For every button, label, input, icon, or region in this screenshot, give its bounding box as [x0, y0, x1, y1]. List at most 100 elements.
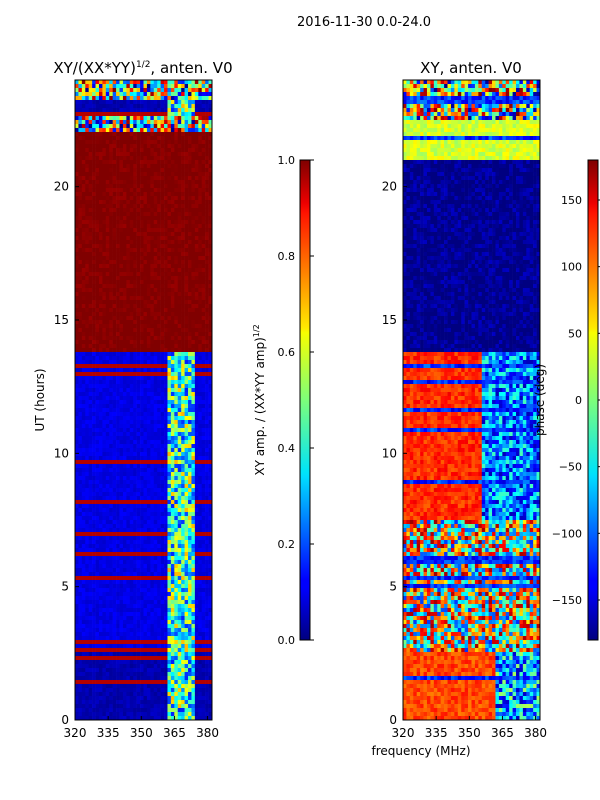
amp-heatmap-cell [109, 384, 113, 389]
amp-heatmap-cell [205, 440, 209, 445]
amp-heatmap-cell [170, 364, 175, 369]
amp-heatmap-cell [126, 540, 131, 545]
amp-heatmap-cell [105, 136, 110, 141]
amp-heatmap-cell [167, 84, 172, 89]
amp-heatmap-cell [167, 124, 172, 129]
amp-heatmap-cell [119, 392, 124, 397]
amp-heatmap-cell [205, 132, 209, 137]
amp-heatmap-cell [153, 192, 158, 197]
amp-heatmap-cell [160, 436, 165, 441]
amp-heatmap-cell [81, 168, 86, 173]
amp-heatmap-cell [167, 536, 172, 541]
amp-heatmap-cell [95, 392, 100, 397]
amp-heatmap-cell [140, 576, 144, 581]
amp-heatmap-cell [116, 536, 120, 541]
amp-heatmap-cell [164, 488, 168, 493]
amp-heatmap-cell [129, 540, 134, 545]
amp-heatmap-cell [109, 488, 113, 493]
amp-heatmap-cell [95, 328, 100, 333]
amp-heatmap-cell [85, 240, 89, 245]
amp-heatmap-cell [201, 416, 206, 421]
amp-heatmap-cell [119, 208, 124, 213]
amp-heatmap-cell [198, 180, 203, 185]
amp-heatmap-cell [153, 576, 158, 581]
amp-heatmap-cell [88, 232, 93, 237]
amp-heatmap-cell [198, 448, 203, 453]
amp-heatmap-cell [208, 368, 213, 373]
amp-heatmap-cell [112, 492, 117, 497]
amp-heatmap-cell [92, 520, 96, 525]
amp-heatmap-cell [198, 316, 203, 321]
amp-heatmap-cell [81, 424, 86, 429]
amp-heatmap-cell [133, 128, 137, 133]
amp-heatmap-cell [95, 368, 100, 373]
amp-heatmap-cell [119, 524, 124, 529]
amp-heatmap-cell [164, 572, 168, 577]
amp-heatmap-cell [181, 276, 185, 281]
amp-heatmap-cell [191, 516, 196, 521]
amp-heatmap-cell [198, 388, 203, 393]
amp-heatmap-cell [177, 208, 182, 213]
amp-heatmap-cell [95, 204, 100, 209]
amp-heatmap-cell [205, 268, 209, 273]
amp-heatmap-cell [95, 408, 100, 413]
amp-heatmap-cell [153, 372, 158, 377]
amp-heatmap-cell [153, 316, 158, 321]
amp-heatmap-cell [143, 284, 148, 289]
amp-heatmap-cell [119, 368, 124, 373]
amp-heatmap-cell [75, 280, 79, 285]
amp-heatmap-cell [174, 556, 179, 561]
amp-heatmap-cell [75, 372, 79, 377]
amp-heatmap-cell [153, 336, 158, 341]
amp-heatmap-cell [129, 316, 134, 321]
amp-heatmap-cell [194, 88, 199, 93]
amp-heatmap-cell [119, 328, 124, 333]
amp-heatmap-cell [177, 328, 182, 333]
amp-heatmap-cell [122, 88, 127, 93]
amp-heatmap-cell [181, 340, 185, 345]
amp-heatmap-cell [201, 460, 206, 465]
amp-heatmap-cell [205, 352, 209, 357]
amp-heatmap-cell [198, 256, 203, 261]
amp-heatmap-cell [160, 152, 165, 157]
amp-heatmap-cell [119, 168, 124, 173]
amp-heatmap-cell [81, 128, 86, 133]
amp-heatmap-cell [194, 500, 199, 505]
amp-heatmap-cell [98, 144, 103, 149]
amp-heatmap-cell [174, 280, 179, 285]
amp-heatmap-cell [88, 308, 93, 313]
amp-heatmap-cell [105, 420, 110, 425]
amp-heatmap-cell [177, 180, 182, 185]
amp-heatmap-cell [174, 360, 179, 365]
amp-heatmap-cell [109, 456, 113, 461]
amp-heatmap-cell [88, 464, 93, 469]
amp-heatmap-cell [81, 428, 86, 433]
amp-heatmap-cell [109, 140, 113, 145]
amp-heatmap-cell [164, 404, 168, 409]
amp-heatmap-cell [174, 396, 179, 401]
amp-heatmap-cell [198, 476, 203, 481]
amp-heatmap-cell [146, 176, 151, 181]
amp-heatmap-cell [95, 364, 100, 369]
amp-heatmap-cell [157, 288, 161, 293]
amp-heatmap-cell [92, 216, 96, 221]
amp-heatmap-cell [126, 164, 131, 169]
amp-heatmap-cell [109, 84, 113, 89]
amp-heatmap-cell [201, 288, 206, 293]
amp-heatmap-cell [75, 120, 79, 125]
amp-heatmap-cell [81, 352, 86, 357]
amp-heatmap-cell [122, 484, 127, 489]
amp-heatmap-cell [201, 184, 206, 189]
amp-heatmap-cell [92, 308, 96, 313]
amp-heatmap-cell [181, 240, 185, 245]
amp-heatmap-cell [116, 172, 120, 177]
amp-heatmap-cell [167, 212, 172, 217]
amp-heatmap-cell [85, 228, 89, 233]
amp-heatmap-cell [164, 492, 168, 497]
amp-heatmap-cell [170, 464, 175, 469]
amp-heatmap-cell [188, 116, 192, 121]
amp-heatmap-cell [102, 92, 107, 97]
amp-heatmap-cell [208, 236, 213, 241]
amp-heatmap-cell [129, 516, 134, 521]
amp-heatmap-cell [102, 168, 107, 173]
